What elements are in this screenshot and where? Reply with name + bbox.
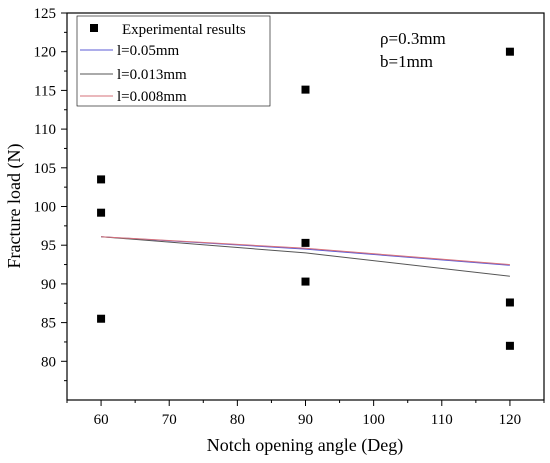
x-tick-label: 60 (94, 412, 109, 428)
legend-label-experimental: Experimental results (122, 22, 246, 38)
experimental-point (301, 277, 310, 286)
x-axis-title: Notch opening angle (Deg) (207, 435, 403, 456)
experimental-point (505, 298, 514, 307)
x-tick-label: 90 (298, 412, 313, 428)
legend-marker-experimental (90, 24, 98, 32)
annotation-rho: ρ=0.3mm (380, 29, 446, 48)
y-tick-label: 90 (41, 277, 56, 293)
y-tick-label: 110 (34, 122, 56, 138)
x-tick-label: 110 (431, 412, 453, 428)
experimental-point (301, 238, 310, 247)
y-axis-title: Fracture load (N) (4, 144, 25, 269)
experimental-point (505, 47, 514, 56)
y-tick-label: 85 (41, 316, 56, 332)
y-tick-label: 95 (41, 238, 56, 254)
x-tick-label: 70 (162, 412, 177, 428)
x-tick-label: 100 (362, 412, 385, 428)
axis-ticks: 60 70 80 90 100 110 120 80 85 90 95 100 105 110 115 120… (34, 6, 545, 428)
legend-label-l0013: l=0.013mm (117, 67, 187, 83)
experimental-point (301, 85, 310, 94)
legend-label-l005: l=0.05mm (117, 43, 180, 59)
y-tick-label: 80 (41, 354, 56, 370)
experimental-point (97, 208, 106, 217)
experimental-point (505, 341, 514, 350)
legend: Experimental results l=0.05mm l=0.013mm … (76, 15, 271, 107)
y-tick-label: 115 (34, 83, 56, 99)
legend-box (76, 15, 271, 107)
legend-label-l0008: l=0.008mm (117, 89, 187, 105)
experimental-points (97, 47, 514, 350)
series-line-2 (101, 236, 510, 277)
series-line-3 (101, 236, 510, 266)
experimental-point (97, 175, 106, 184)
experimental-point (97, 314, 106, 323)
x-tick-label: 80 (230, 412, 245, 428)
y-tick-label: 105 (34, 161, 57, 177)
model-lines (101, 236, 510, 277)
y-tick-label: 100 (34, 200, 57, 216)
y-tick-label: 120 (34, 45, 57, 61)
y-tick-label: 125 (34, 6, 57, 22)
x-tick-label: 120 (499, 412, 522, 428)
annotation-b: b=1mm (380, 52, 433, 71)
